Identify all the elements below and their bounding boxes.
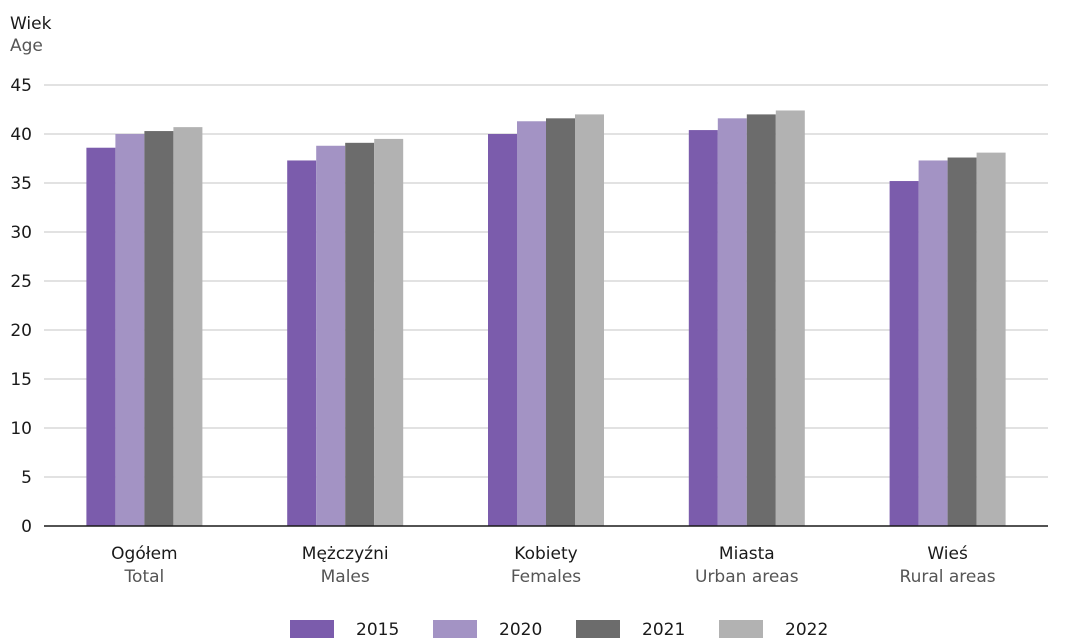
bar-2022 — [374, 138, 404, 526]
y-tick-label: 5 — [21, 468, 32, 488]
legend-label: 2022 — [785, 620, 829, 640]
y-tick-label: 30 — [10, 223, 32, 243]
bar-2020 — [517, 121, 546, 526]
x-tick-label: Miasta — [719, 544, 775, 564]
bar-2015 — [287, 160, 317, 526]
bar-2022 — [575, 114, 604, 527]
legend-label: 2021 — [642, 620, 686, 640]
bar-2015 — [889, 181, 919, 527]
bar-2015 — [86, 147, 116, 526]
y-tick-label: 0 — [21, 517, 32, 537]
y-tick-label: 35 — [10, 174, 32, 194]
bar-2021 — [144, 131, 174, 526]
y-tick-label: 15 — [10, 370, 32, 390]
bar-2020 — [316, 145, 346, 526]
bar-2022 — [976, 152, 1006, 526]
bar-2022 — [775, 110, 805, 526]
x-tick-label-en: Urban areas — [695, 567, 799, 587]
legend-label: 2020 — [499, 620, 543, 640]
bar-2022 — [173, 127, 203, 526]
y-tick-label: 40 — [10, 125, 32, 145]
y-tick-label: 20 — [10, 321, 32, 341]
x-tick-label-en: Rural areas — [900, 567, 996, 587]
x-tick-label: Wieś — [927, 544, 968, 564]
legend: 2015 2020 2021 2022 — [0, 618, 1072, 640]
legend-swatch — [719, 620, 763, 638]
y-axis-title-en: Age — [10, 36, 43, 56]
x-tick-label-en: Total — [124, 567, 165, 587]
x-tick-label-en: Females — [511, 567, 581, 587]
bar-2020 — [717, 118, 747, 526]
bar-2021 — [746, 114, 776, 527]
legend-swatch — [576, 620, 620, 638]
x-tick-label: Kobiety — [514, 544, 577, 564]
bar-2021 — [947, 157, 977, 526]
bar-2015 — [488, 134, 517, 526]
bar-2020 — [115, 134, 145, 526]
bar-chart: 0 5 10 15 20 25 30 35 40 45 Ogółem Total Mężczyźni Ma… — [10, 76, 1048, 587]
x-tick-label-en: Males — [321, 567, 370, 587]
bar-2015 — [688, 130, 718, 526]
bar-2020 — [918, 160, 948, 526]
y-tick-label: 25 — [10, 272, 32, 292]
bar-2021 — [546, 118, 575, 526]
bar-2021 — [345, 142, 375, 526]
legend-swatch — [290, 620, 334, 638]
legend-label: 2015 — [356, 620, 400, 640]
legend-swatch — [433, 620, 477, 638]
x-tick-label: Ogółem — [111, 544, 177, 564]
y-axis-title: Wiek — [10, 14, 52, 34]
y-tick-label: 10 — [10, 419, 32, 439]
y-tick-label: 45 — [10, 76, 32, 96]
x-tick-label: Mężczyźni — [302, 544, 389, 564]
